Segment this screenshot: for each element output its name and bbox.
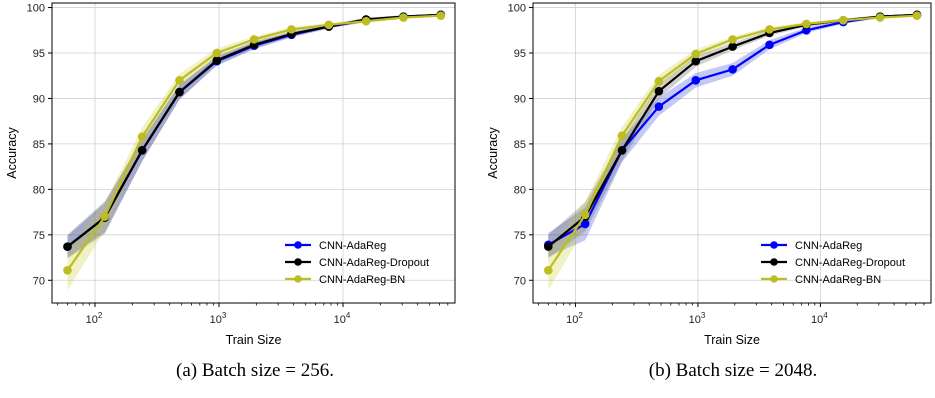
data-point	[654, 86, 664, 96]
legend-label: CNN-AdaReg-BN	[319, 274, 405, 286]
legend: CNN-AdaReg CNN-AdaReg-Dropout CNN-AdaReg-B…	[285, 240, 429, 286]
data-point	[287, 25, 296, 34]
data-point	[691, 49, 701, 59]
data-point	[137, 132, 147, 141]
x-axis-label: Train Size	[226, 333, 282, 347]
confidence-band-1	[67, 13, 441, 259]
y-axis-label: Accuracy	[5, 127, 19, 179]
x-tick-label: 104	[334, 311, 351, 326]
data-point	[654, 76, 664, 86]
data-point	[580, 219, 590, 229]
data-point	[765, 25, 774, 34]
plot-frame	[532, 2, 932, 304]
y-tick-label: 90	[514, 93, 526, 105]
y-tick-label: 85	[33, 139, 45, 151]
data-point	[361, 16, 371, 26]
data-point	[100, 212, 110, 221]
legend-swatch-marker	[770, 258, 778, 266]
y-tick-label: 70	[33, 275, 45, 287]
x-tick-label: 102	[86, 311, 103, 326]
data-point	[63, 242, 72, 251]
x-axis-label: Train Size	[704, 333, 760, 347]
chart-panel-b: 70 75 80 85 90 95 100 102 103 104 Train Size Accura…	[486, 2, 932, 347]
series-line-cnn-adareg-bn	[547, 14, 918, 271]
data-point	[838, 15, 848, 25]
data-point	[580, 210, 590, 220]
x-tick-label: 104	[811, 311, 828, 326]
data-point	[63, 265, 72, 275]
y-tick-label: 100	[27, 3, 45, 15]
data-point	[324, 20, 334, 30]
y-tick-label: 85	[514, 139, 526, 151]
y-tick-label: 90	[33, 93, 45, 105]
data-point	[249, 35, 259, 44]
data-point	[765, 40, 774, 50]
legend-label: CNN-AdaReg	[319, 240, 386, 252]
y-axis-label: Accuracy	[486, 127, 500, 179]
y-tick-label: 70	[514, 275, 526, 287]
data-point	[137, 145, 147, 155]
confidence-band-0	[548, 13, 917, 257]
series-line-cnn-adareg-bn	[66, 14, 441, 271]
data-point	[617, 131, 627, 141]
data-point	[728, 35, 737, 44]
legend-label: CNN-AdaReg-Dropout	[795, 257, 905, 269]
data-point	[912, 11, 922, 21]
legend-label: CNN-AdaReg-BN	[795, 274, 881, 286]
data-point	[544, 242, 553, 251]
y-tick-label: 95	[514, 48, 526, 60]
y-tick-label: 95	[33, 48, 45, 60]
y-tick-label: 100	[508, 3, 526, 15]
chart-panel-a: 70 75 80 85 90 95 100 102 103 104 Train Size Accura…	[5, 2, 456, 347]
data-point	[617, 145, 627, 155]
y-tick-label: 80	[514, 184, 526, 196]
legend: CNN-AdaReg CNN-AdaReg-Dropout CNN-AdaReg-B…	[761, 240, 905, 286]
data-point	[212, 55, 222, 65]
data-point	[544, 265, 553, 275]
data-point	[212, 48, 222, 58]
confidence-band-0	[67, 13, 441, 258]
data-point	[875, 13, 885, 22]
data-point	[802, 19, 811, 29]
caption-a: (a) Batch size = 256.	[176, 360, 334, 381]
legend-swatch-marker	[770, 241, 778, 249]
data-point	[728, 65, 737, 74]
data-point	[436, 11, 446, 21]
legend-swatch-marker	[770, 275, 778, 283]
data-point	[175, 87, 184, 97]
y-tick-label: 75	[33, 230, 45, 242]
legend-label: CNN-AdaReg-Dropout	[319, 257, 429, 269]
x-tick-label: 103	[689, 311, 706, 326]
data-point	[399, 13, 408, 22]
caption-b: (b) Batch size = 2048.	[648, 360, 818, 381]
y-tick-label: 80	[33, 184, 45, 196]
data-point	[654, 102, 664, 111]
plot-frame	[51, 2, 456, 304]
legend-swatch-marker	[294, 241, 302, 249]
x-tick-label: 102	[566, 311, 583, 326]
data-point	[728, 42, 737, 51]
data-point	[691, 75, 701, 85]
data-point	[175, 75, 184, 85]
x-tick-label: 103	[210, 311, 227, 326]
legend-label: CNN-AdaReg	[795, 240, 862, 252]
legend-swatch-marker	[294, 275, 302, 283]
data-point	[691, 56, 701, 66]
y-tick-label: 75	[514, 230, 526, 242]
legend-swatch-marker	[294, 258, 302, 266]
